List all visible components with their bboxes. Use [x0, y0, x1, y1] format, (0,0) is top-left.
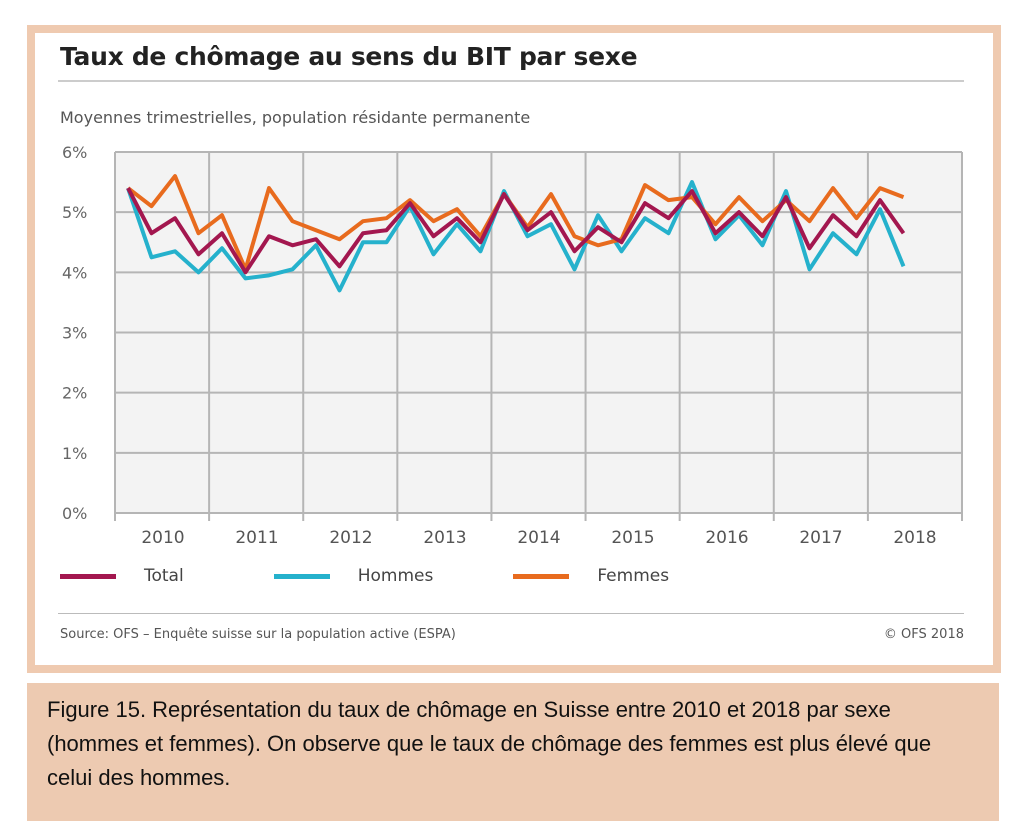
chart-title: Taux de chômage au sens du BIT par sexe — [60, 42, 638, 71]
source-divider — [58, 613, 964, 614]
legend-item-femmes: Femmes — [513, 566, 669, 586]
legend-label: Hommes — [357, 566, 434, 586]
x-tick-label: 2015 — [611, 528, 654, 548]
x-tick-label: 2011 — [235, 528, 278, 548]
y-tick-label: 1% — [62, 444, 87, 463]
copyright: © OFS 2018 — [883, 627, 964, 642]
title-divider — [58, 80, 964, 82]
x-tick-label: 2014 — [517, 528, 560, 548]
legend-swatch — [273, 573, 330, 579]
x-tick-label: 2017 — [799, 528, 842, 548]
figure-caption: Figure 15. Représentation du taux de chô… — [27, 683, 999, 821]
legend-item-hommes: Hommes — [273, 566, 434, 586]
legend-swatch — [513, 573, 570, 579]
x-tick-label: 2018 — [893, 528, 936, 548]
y-tick-label: 3% — [62, 324, 87, 343]
y-tick-label: 0% — [62, 504, 87, 523]
source-note: Source: OFS – Enquête suisse sur la popu… — [60, 627, 456, 642]
legend-label: Total — [144, 566, 184, 586]
x-tick-label: 2012 — [329, 528, 372, 548]
y-tick-label: 6% — [62, 143, 87, 162]
legend-item-total: Total — [60, 566, 184, 586]
x-tick-label: 2013 — [423, 528, 466, 548]
y-tick-label: 2% — [62, 384, 87, 403]
y-tick-label: 4% — [62, 263, 87, 282]
legend-swatch — [60, 573, 116, 579]
series-line-total — [126, 187, 906, 275]
legend-label: Femmes — [597, 566, 670, 586]
legend: Total Hommes Femmes — [60, 566, 739, 586]
chart-subtitle: Moyennes trimestrielles, population rési… — [60, 108, 531, 127]
y-tick-label: 5% — [62, 203, 87, 222]
x-tick-label: 2016 — [705, 528, 748, 548]
x-tick-label: 2010 — [141, 528, 184, 548]
